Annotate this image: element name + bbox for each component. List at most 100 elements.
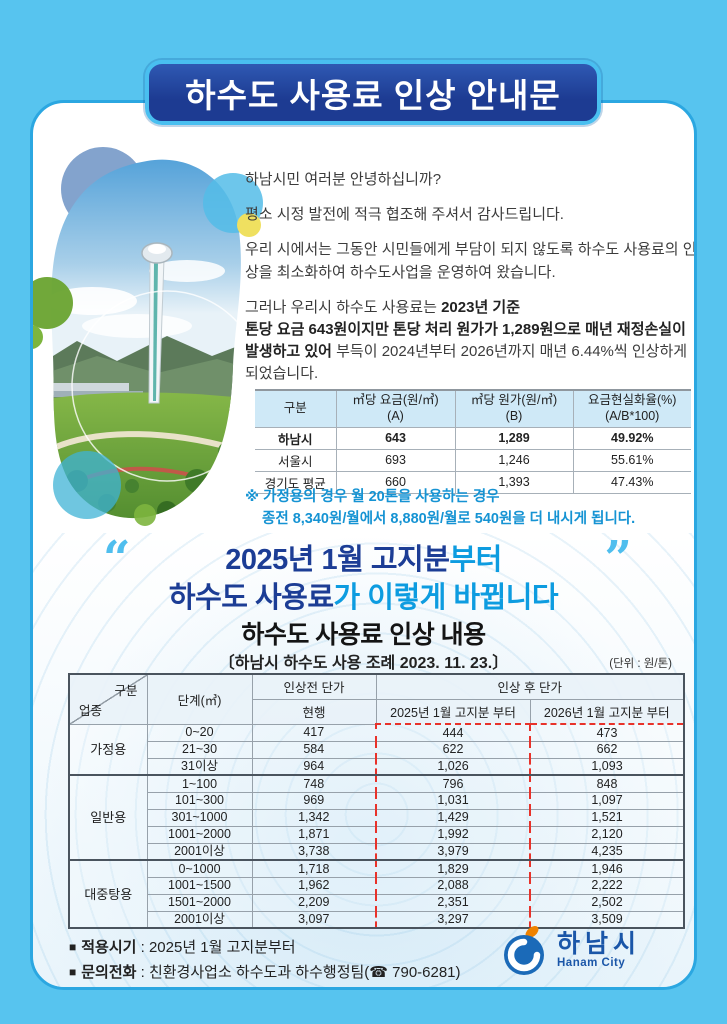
rate-row: 1001~1500 1,962 2,088 2,222: [69, 876, 686, 895]
greeting-line: 하남시민 여러분 안녕하십니까?: [245, 171, 442, 188]
usage-type-cell: 일반용: [68, 774, 148, 861]
page-title: 하수도 사용료 인상 안내문: [185, 76, 561, 114]
rate-table-header: 구분 업종 단계(㎥) 인상전 단가 인상 후 단가 현행 2025년 1월 고…: [68, 673, 685, 725]
title-banner: 하수도 사용료 인상 안내문: [145, 60, 601, 125]
step-cell: 1001~2000: [146, 825, 253, 844]
rate-value-cell: 622: [375, 740, 531, 759]
rate-value-cell: 417: [251, 723, 377, 742]
step-cell: 0~20: [146, 723, 253, 742]
rate-value-cell: 1,342: [251, 808, 377, 827]
park-tower-photo: [33, 147, 263, 531]
rate-value-cell: 2,120: [528, 825, 686, 844]
rate-value-cell: 969: [251, 791, 377, 810]
step-cell: 1501~2000: [146, 893, 253, 912]
step-column-header: 단계(㎥): [146, 673, 253, 725]
cmp-row: 하남시 643 1,289 49.92%: [255, 427, 691, 450]
rate-value-cell: 1,829: [375, 859, 531, 878]
rate-value-cell: 662: [528, 740, 686, 759]
rate-value-cell: 1,521: [528, 808, 686, 827]
rate-row: 1501~2000 2,209 2,351 2,502: [69, 893, 686, 912]
rate-value-cell: 444: [375, 723, 531, 742]
bullet-square-icon: ■: [69, 964, 77, 979]
rate-value-cell: 2,222: [528, 876, 686, 895]
fee-comparison-header: 구분 ㎥당 요금(원/㎥) (A) ㎥당 원가(원/㎥) (B) 요금현실화율(%) (A/…: [255, 390, 691, 428]
rate-row: 일반용 1~100 748 796 848: [68, 774, 686, 861]
rate-row: 1001~2000 1,871 1,992 2,120: [69, 825, 686, 844]
cmp-row: 경기도 평균 660 1,393 47.43%: [255, 471, 691, 494]
rate-value-cell: 3,979: [375, 842, 531, 861]
rate-section-subtitle: 〔하남시 하수도 사용 조례 2023. 11. 23.〕: [218, 655, 509, 672]
headline-quote: 2025년 1월 고지분부터 하수도 사용료가 이렇게 바뀝니다: [33, 541, 694, 618]
headline-line-1: 2025년 1월 고지분부터: [225, 544, 502, 576]
rate-value-cell: 1,093: [528, 757, 686, 776]
contact-line: ■ 문의전화 : 친환경사업소 하수도과 하수행정팀(☎ 790-6281): [69, 963, 461, 981]
rate-row: 2001이상 3,738 3,979 4,235: [69, 842, 686, 861]
bullet-square-icon: ■: [69, 940, 77, 954]
logo-korean-text: 하남시: [557, 929, 642, 958]
decor-teal-circle: [53, 451, 121, 519]
hanam-city-logotype: 하남시 Hanam City: [557, 929, 642, 970]
rate-table-wrap: 구분 업종 단계(㎥) 인상전 단가 인상 후 단가 현행 2025년 1월 고…: [68, 673, 686, 929]
cmp-col-header: 요금현실화율(%) (A/B*100): [572, 390, 691, 428]
cmp-col-header: ㎥당 요금(원/㎥) (A): [335, 390, 455, 428]
rate-value-cell: 3,509: [528, 910, 686, 929]
step-cell: 1001~1500: [146, 876, 253, 895]
corner-label-bottom: 업종: [79, 703, 103, 718]
usage-type-cell: 대중탕용: [68, 859, 148, 929]
rate-value-cell: 748: [251, 774, 377, 793]
decor-green-blob: [33, 277, 73, 329]
rate-value-cell: 1,871: [251, 825, 377, 844]
step-cell: 301~1000: [146, 808, 253, 827]
rate-value-cell: 1,946: [528, 859, 686, 878]
step-cell: 1~100: [146, 774, 253, 793]
fee-comparison-body: 하남시 643 1,289 49.92% 서울시 693 1,246 55.61% 경기도 평균…: [255, 427, 691, 494]
before-increase-header: 인상전 단가: [251, 673, 377, 700]
cmp-col-header: ㎥당 원가(원/㎥) (B): [454, 390, 573, 428]
intro-text: 하남시민 여러분 안녕하십니까? 평소 시정 발전에 적극 협조해 주셔서 감사…: [245, 169, 697, 399]
rate-row: 101~300 969 1,031 1,097: [69, 791, 686, 810]
fee-comparison-table-wrap: 구분 ㎥당 요금(원/㎥) (A) ㎥당 원가(원/㎥) (B) 요금현실화율(%) (A/…: [255, 389, 691, 494]
usage-type-cell: 가정용: [68, 723, 148, 776]
rate-section-title: 하수도 사용료 인상 내용: [241, 621, 486, 649]
rate-value-cell: 584: [251, 740, 377, 759]
rate-row: 301~1000 1,342 1,429 1,521: [69, 808, 686, 827]
rate-2026-header: 2026년 1월 고지분 부터: [529, 698, 685, 725]
rate-row: 대중탕용 0~1000 1,718 1,829 1,946: [68, 859, 686, 929]
rate-unit-label: (단위 : 원/톤): [609, 658, 672, 670]
rate-row: 31이상 964 1,026 1,093: [69, 757, 686, 776]
rate-value-cell: 2,351: [375, 893, 531, 912]
close-quote-mark: ”: [604, 531, 632, 587]
policy-line: 우리 시에서는 그동안 시민들에게 부담이 되지 않도록 하수도 사용료의 인상…: [245, 241, 697, 281]
park-tower-illustration: [33, 147, 263, 526]
rate-row: 가정용 0~20 417 444 473: [68, 723, 686, 776]
household-note: ※ 가정용의 경우 월 20톤을 사용하는 경우 종전 8,340원/월에서 8…: [245, 487, 694, 531]
step-cell: 2001이상: [146, 910, 253, 929]
step-cell: 21~30: [146, 740, 253, 759]
rate-value-cell: 2,502: [528, 893, 686, 912]
thanks-line: 평소 시정 발전에 적극 협조해 주셔서 감사드립니다.: [245, 206, 564, 224]
rate-value-cell: 2,209: [251, 893, 377, 912]
decor-green-dot: [33, 325, 43, 349]
rate-row: 2001이상 3,097 3,297 3,509: [69, 910, 686, 929]
apply-date-line: ■ 적용시기 : 2025년 1월 고지분부터: [69, 939, 296, 956]
rate-value-cell: 1,718: [251, 859, 377, 878]
after-increase-header: 인상 후 단가: [375, 673, 685, 700]
decor-yellow-circle: [237, 213, 261, 237]
corner-label-top: 구분: [114, 684, 138, 698]
logo-english-text: Hanam City: [557, 957, 626, 970]
rate-value-cell: 848: [528, 774, 686, 793]
rate-value-cell: 1,429: [375, 808, 531, 827]
rate-value-cell: 3,097: [251, 910, 377, 929]
open-quote-mark: “: [103, 531, 131, 587]
cmp-row: 서울시 693 1,246 55.61%: [255, 449, 691, 472]
rate-value-cell: 3,297: [375, 910, 531, 929]
note-line-2: 종전 8,340원/월에서 8,880원/월로 540원을 더 내시게 됩니다.: [262, 510, 636, 527]
rate-value-cell: 1,031: [375, 791, 531, 810]
step-cell: 0~1000: [146, 859, 253, 878]
note-line-1: ※ 가정용의 경우 월 20톤을 사용하는 경우: [245, 489, 500, 505]
rate-value-cell: 4,235: [528, 842, 686, 861]
rate-2025-header: 2025년 1월 고지분 부터: [375, 698, 531, 725]
reason-line: 그러나 우리시 하수도 사용료는 2023년 기준 톤당 요금 643원이지만 톤…: [245, 298, 688, 383]
notice-card: 하남시민 여러분 안녕하십니까? 평소 시정 발전에 적극 협조해 주셔서 감사…: [30, 100, 697, 990]
rate-value-cell: 1,962: [251, 876, 377, 895]
